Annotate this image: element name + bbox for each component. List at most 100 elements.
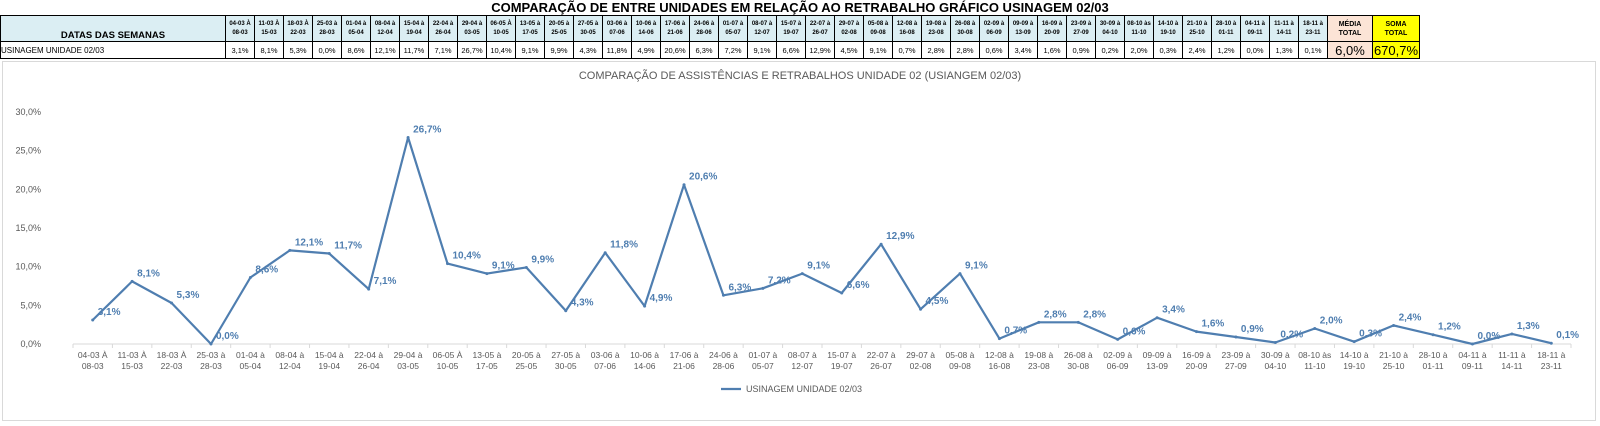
- week-header-cell[interactable]: 15-04 à 19-04: [399, 15, 429, 42]
- week-value-cell[interactable]: 12,9%: [805, 41, 835, 59]
- week-header-cell[interactable]: 23-09 à 27-09: [1066, 15, 1096, 42]
- x-tick-label: 17-06 à: [670, 350, 699, 360]
- week-value-cell[interactable]: 6,3%: [689, 41, 719, 59]
- week-value-cell[interactable]: 0,9%: [1066, 41, 1096, 59]
- week-value-cell[interactable]: 2,4%: [1182, 41, 1212, 59]
- data-point: [248, 275, 252, 279]
- week-header-cell[interactable]: 15-07 à 19-07: [776, 15, 806, 42]
- week-header-cell[interactable]: 21-10 à 25-10: [1182, 15, 1212, 42]
- x-tick-label: 22-07 à: [867, 350, 896, 360]
- data-point: [1313, 327, 1317, 331]
- week-header-cell[interactable]: 20-05 à 25-05: [544, 15, 574, 42]
- week-header-cell[interactable]: 28-10 à 01-11: [1211, 15, 1241, 42]
- week-header-cell[interactable]: 24-06 à 28-06: [689, 15, 719, 42]
- week-header-line: 09-09 à: [1012, 20, 1034, 27]
- week-value-cell[interactable]: 20,6%: [660, 41, 690, 59]
- week-header-cell[interactable]: 05-08 à 09-08: [863, 15, 893, 42]
- soma-total-value[interactable]: 670,7%: [1372, 41, 1420, 59]
- week-value-cell[interactable]: 3,4%: [1008, 41, 1038, 59]
- week-value-cell[interactable]: 1,6%: [1037, 41, 1067, 59]
- week-value-cell[interactable]: 1,2%: [1211, 41, 1241, 59]
- week-value-cell[interactable]: 0,0%: [1240, 41, 1270, 59]
- week-header-cell[interactable]: 11-11 à 14-11: [1269, 15, 1299, 42]
- week-header-cell[interactable]: 17-06 à 21-06: [660, 15, 690, 42]
- week-value-cell[interactable]: 9,1%: [863, 41, 893, 59]
- week-header-cell[interactable]: 04-11 à 09-11: [1240, 15, 1270, 42]
- week-header-cell[interactable]: 08-04 à 12-04: [370, 15, 400, 42]
- week-value-cell[interactable]: 4,5%: [834, 41, 864, 59]
- data-point: [997, 337, 1001, 341]
- week-value-cell[interactable]: 11,7%: [399, 41, 429, 59]
- week-header-cell[interactable]: 29-07 à 02-08: [834, 15, 864, 42]
- week-header-cell[interactable]: 30-09 à 04-10: [1095, 15, 1125, 42]
- week-header-cell[interactable]: 12-08 à 16-08: [892, 15, 922, 42]
- week-value-cell[interactable]: 9,9%: [544, 41, 574, 59]
- week-value-cell[interactable]: 2,8%: [921, 41, 951, 59]
- week-header-cell[interactable]: 25-03 à 28-03: [312, 15, 342, 42]
- x-tick-label: 12-04: [279, 361, 301, 371]
- week-value-cell[interactable]: 12,1%: [370, 41, 400, 59]
- data-point: [682, 183, 686, 187]
- data-label: 12,9%: [886, 231, 914, 242]
- x-tick-label: 02-09 à: [1103, 350, 1132, 360]
- week-header-cell[interactable]: 26-08 à 30-08: [950, 15, 980, 42]
- media-total-label-line: MÉDIA: [1338, 20, 1362, 28]
- week-value-cell[interactable]: 0,1%: [1298, 41, 1328, 59]
- week-header-cell[interactable]: 16-09 à 20-09: [1037, 15, 1067, 42]
- week-header-cell[interactable]: 27-05 à 30-05: [573, 15, 603, 42]
- x-tick-label: 18-03 À: [157, 350, 187, 360]
- legend-label: USINAGEM UNIDADE 02/03: [746, 384, 862, 394]
- week-value-cell[interactable]: 0,7%: [892, 41, 922, 59]
- week-value-cell[interactable]: 11,8%: [602, 41, 632, 59]
- week-value-cell[interactable]: 8,1%: [254, 41, 284, 59]
- week-value-cell[interactable]: 9,1%: [515, 41, 545, 59]
- data-point: [1195, 330, 1198, 334]
- week-header-cell[interactable]: 08-07 à 12-07: [747, 15, 777, 42]
- week-header-cell[interactable]: 14-10 à 19-10: [1153, 15, 1183, 42]
- week-value-cell[interactable]: 0,3%: [1153, 41, 1183, 59]
- media-total-value[interactable]: 6,0%: [1327, 41, 1373, 59]
- x-tick-label: 09-09 à: [1143, 350, 1172, 360]
- week-value-cell[interactable]: 4,9%: [631, 41, 661, 59]
- week-header-cell[interactable]: 01-07 à 05-07: [718, 15, 748, 42]
- week-header-cell[interactable]: 19-08 à 23-08: [921, 15, 951, 42]
- week-header-cell[interactable]: 22-04 à 26-04: [428, 15, 458, 42]
- week-header-cell[interactable]: 18-03 À 22-03: [283, 15, 313, 42]
- week-value-cell[interactable]: 0,0%: [312, 41, 342, 59]
- week-header-cell[interactable]: 22-07 à 26-07: [805, 15, 835, 42]
- week-header-cell[interactable]: 08-10 às 11-10: [1124, 15, 1154, 42]
- week-value-cell[interactable]: 1,3%: [1269, 41, 1299, 59]
- chart-area[interactable]: COMPARAÇÃO DE ASSISTÊNCIAS E RETRABALHOS…: [2, 61, 1596, 421]
- week-value-cell[interactable]: 7,1%: [428, 41, 458, 59]
- week-value-cell[interactable]: 3,1%: [225, 41, 255, 59]
- week-header-cell[interactable]: 18-11 à 23-11: [1298, 15, 1328, 42]
- week-header-cell[interactable]: 04-03 À 08-03: [225, 15, 255, 42]
- row-label[interactable]: USINAGEM UNIDADE 02/03: [0, 41, 226, 59]
- week-value-cell[interactable]: 0,6%: [979, 41, 1009, 59]
- week-value-cell[interactable]: 9,1%: [747, 41, 777, 59]
- week-header-cell[interactable]: 29-04 à 03-05: [457, 15, 487, 42]
- week-value-cell[interactable]: 2,0%: [1124, 41, 1154, 59]
- week-value-cell[interactable]: 8,6%: [341, 41, 371, 59]
- week-header-cell[interactable]: 10-06 à 14-06: [631, 15, 661, 42]
- week-header-cell[interactable]: 09-09 à 13-09: [1008, 15, 1038, 42]
- data-point: [958, 272, 962, 276]
- y-tick-label: 0,0%: [20, 339, 41, 349]
- week-value-cell[interactable]: 6,6%: [776, 41, 806, 59]
- week-value-cell[interactable]: 5,3%: [283, 41, 313, 59]
- week-value-cell[interactable]: 7,2%: [718, 41, 748, 59]
- soma-total-header[interactable]: SOMA TOTAL: [1372, 15, 1420, 42]
- week-header-cell[interactable]: 06-05 À 10-05: [486, 15, 516, 42]
- header-label[interactable]: DATAS DAS SEMANAS: [0, 15, 226, 42]
- media-total-header[interactable]: MÉDIA TOTAL: [1327, 15, 1373, 42]
- week-value-cell[interactable]: 26,7%: [457, 41, 487, 59]
- week-value-cell[interactable]: 0,2%: [1095, 41, 1125, 59]
- week-value-cell[interactable]: 2,8%: [950, 41, 980, 59]
- week-header-cell[interactable]: 03-06 à 07-06: [602, 15, 632, 42]
- week-header-cell[interactable]: 11-03 À 15-03: [254, 15, 284, 42]
- week-header-cell[interactable]: 01-04 à 05-04: [341, 15, 371, 42]
- week-header-cell[interactable]: 02-09 à 06-09: [979, 15, 1009, 42]
- week-value-cell[interactable]: 10,4%: [486, 41, 516, 59]
- week-header-cell[interactable]: 13-05 à 17-05: [515, 15, 545, 42]
- week-value-cell[interactable]: 4,3%: [573, 41, 603, 59]
